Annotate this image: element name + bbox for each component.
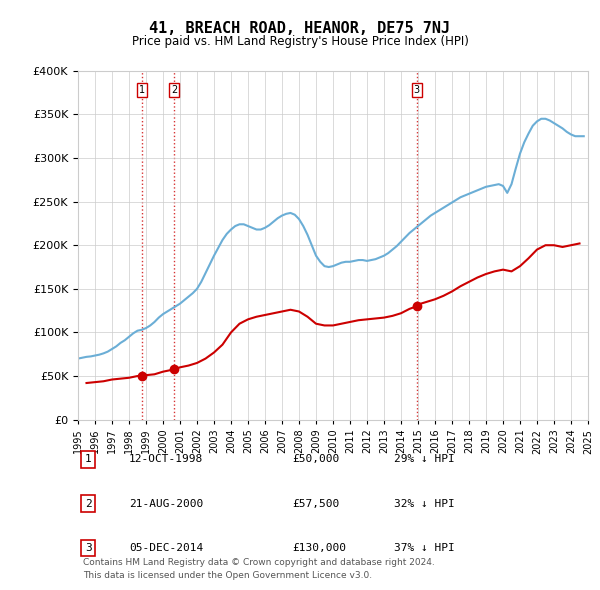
Text: 1: 1 <box>139 85 145 95</box>
Text: 3: 3 <box>85 543 92 553</box>
Text: 29% ↓ HPI: 29% ↓ HPI <box>394 454 455 464</box>
Text: 37% ↓ HPI: 37% ↓ HPI <box>394 543 455 553</box>
Text: £50,000: £50,000 <box>292 454 340 464</box>
Text: 3: 3 <box>413 85 420 95</box>
Text: 41, BREACH ROAD, HEANOR, DE75 7NJ: 41, BREACH ROAD, HEANOR, DE75 7NJ <box>149 21 451 35</box>
Text: 2: 2 <box>171 85 177 95</box>
Text: 32% ↓ HPI: 32% ↓ HPI <box>394 499 455 509</box>
Text: 2: 2 <box>85 499 92 509</box>
Text: 1: 1 <box>85 454 92 464</box>
Text: 12-OCT-1998: 12-OCT-1998 <box>129 454 203 464</box>
Text: Contains HM Land Registry data © Crown copyright and database right 2024.: Contains HM Land Registry data © Crown c… <box>83 558 435 567</box>
Text: Price paid vs. HM Land Registry's House Price Index (HPI): Price paid vs. HM Land Registry's House … <box>131 35 469 48</box>
Text: 05-DEC-2014: 05-DEC-2014 <box>129 543 203 553</box>
Text: 21-AUG-2000: 21-AUG-2000 <box>129 499 203 509</box>
Text: £130,000: £130,000 <box>292 543 346 553</box>
Text: This data is licensed under the Open Government Licence v3.0.: This data is licensed under the Open Gov… <box>83 571 372 579</box>
Text: £57,500: £57,500 <box>292 499 340 509</box>
